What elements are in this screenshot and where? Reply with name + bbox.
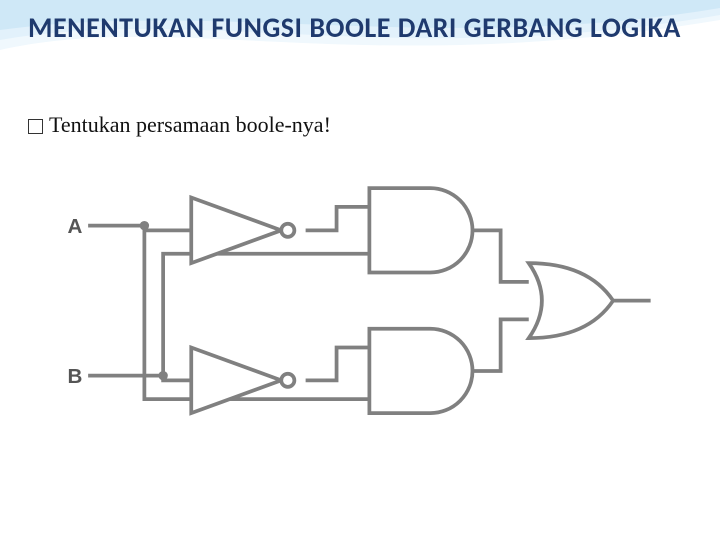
wire [473, 319, 529, 371]
input-label-a: A [68, 215, 83, 238]
wire [306, 348, 370, 381]
slide-title: MENENTUKAN FUNGSI BOOLE DARI GERBANG LOG… [28, 12, 692, 44]
not-gate-bubble [281, 224, 294, 237]
wire [306, 207, 370, 230]
or-gate [529, 263, 613, 338]
wire-junction [158, 371, 167, 380]
slide-subtitle: Tentukan persamaan boole-nya! [28, 112, 331, 138]
circuit-svg: AB [60, 160, 660, 460]
slide: MENENTUKAN FUNGSI BOOLE DARI GERBANG LOG… [0, 0, 720, 540]
wire [473, 230, 529, 282]
subtitle-text: Tentukan persamaan boole-nya! [49, 112, 331, 137]
and-gate [369, 188, 472, 272]
wire [88, 376, 191, 381]
bullet-icon [28, 119, 43, 134]
logic-circuit: AB [60, 160, 660, 460]
wire-junction [140, 221, 149, 230]
wire [88, 226, 191, 231]
not-gate-bubble [281, 374, 294, 387]
input-label-b: B [68, 365, 83, 388]
and-gate [369, 329, 472, 413]
not-gate-body [191, 348, 281, 414]
